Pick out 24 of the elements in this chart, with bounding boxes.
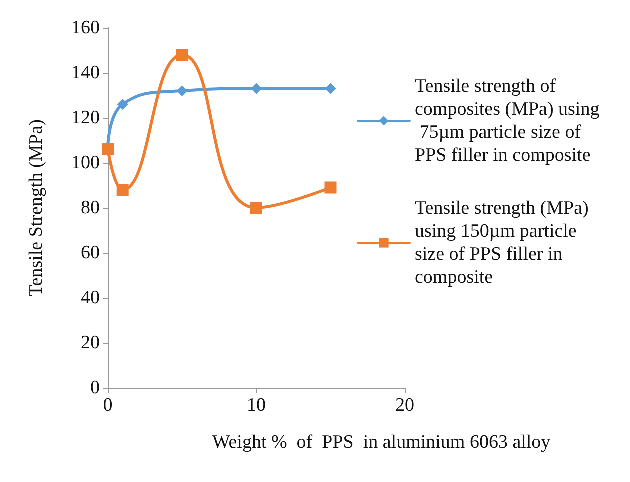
y-tick-label: 0 bbox=[90, 378, 100, 398]
y-tick-label: 60 bbox=[81, 242, 100, 264]
x-tick-label: 10 bbox=[247, 395, 266, 416]
y-axis-title: Tensile Strength (MPa) bbox=[26, 119, 47, 297]
point bbox=[251, 83, 262, 94]
point bbox=[325, 83, 336, 94]
y-tick-label: 80 bbox=[81, 198, 100, 218]
y-tick-label: 100 bbox=[72, 152, 100, 174]
legend-label: Tensile strength of composites (MPa) using 75µm particle size of PPS filler in composite bbox=[415, 76, 600, 166]
point bbox=[250, 202, 262, 214]
point bbox=[117, 99, 128, 110]
x-tick-label: 20 bbox=[396, 395, 414, 416]
point bbox=[176, 49, 188, 61]
legend-label: Tensile strength (MPa) using 150µm particle size of PPS filler in composite bbox=[415, 198, 594, 288]
y-tick-label: 120 bbox=[72, 108, 100, 128]
y-tick-label: 20 bbox=[81, 332, 100, 354]
point bbox=[116, 184, 129, 196]
x-axis-title: Weight % of PPS in aluminium 6063 alloy bbox=[212, 432, 552, 453]
point bbox=[324, 182, 337, 194]
point bbox=[176, 86, 188, 96]
x-tick-label: 0 bbox=[103, 395, 113, 416]
y-tick-label: 140 bbox=[72, 62, 100, 84]
y-tick-label: 160 bbox=[72, 18, 100, 38]
y-tick-label: 40 bbox=[81, 288, 100, 308]
